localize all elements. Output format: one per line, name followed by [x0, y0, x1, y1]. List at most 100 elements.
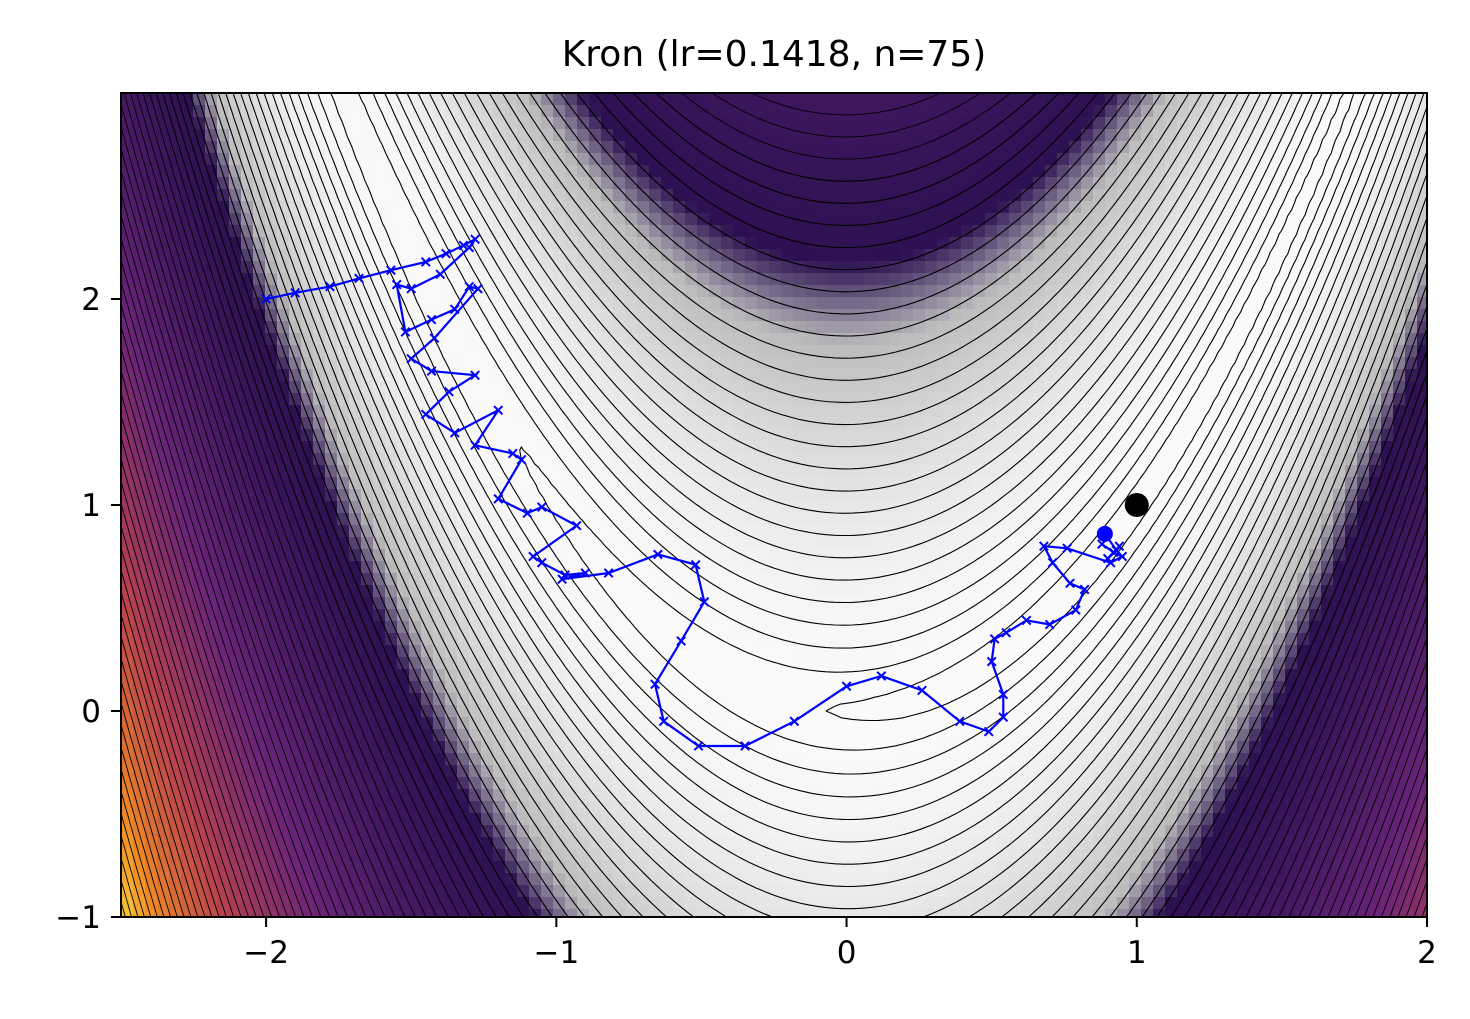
heatmap-cell [517, 417, 530, 430]
heatmap-cell [121, 441, 134, 454]
heatmap-cell [265, 681, 278, 694]
heatmap-cell [853, 93, 866, 106]
heatmap-cell [289, 729, 302, 742]
heatmap-cell [757, 681, 770, 694]
heatmap-cell [685, 813, 698, 826]
heatmap-cell [133, 669, 146, 682]
heatmap-cell [589, 129, 602, 142]
heatmap-cell [349, 621, 362, 634]
heatmap-cell [217, 501, 230, 514]
heatmap-cell [877, 753, 890, 766]
heatmap-cell [697, 153, 710, 166]
heatmap-cell [829, 825, 842, 838]
heatmap-cell [853, 789, 866, 802]
heatmap-cell [709, 621, 722, 634]
heatmap-cell [277, 813, 290, 826]
heatmap-cell [469, 105, 482, 118]
heatmap-cell [445, 177, 458, 190]
heatmap-cell [757, 429, 770, 442]
heatmap-cell [265, 357, 278, 370]
heatmap-cell [289, 513, 302, 526]
heatmap-cell [445, 453, 458, 466]
heatmap-cell [673, 189, 686, 202]
heatmap-cell [901, 573, 914, 586]
heatmap-cell [577, 693, 590, 706]
heatmap-cell [157, 861, 170, 874]
heatmap-cell [361, 261, 374, 274]
heatmap-cell [841, 273, 854, 286]
heatmap-cell [949, 657, 962, 670]
heatmap-cell [853, 537, 866, 550]
heatmap-cell [841, 669, 854, 682]
heatmap-cell [481, 357, 494, 370]
heatmap-cell [145, 465, 158, 478]
heatmap-cell [601, 789, 614, 802]
heatmap-cell [841, 561, 854, 574]
heatmap-cell [469, 345, 482, 358]
heatmap-cell [757, 501, 770, 514]
heatmap-cell [457, 765, 470, 778]
heatmap-cell [313, 789, 326, 802]
heatmap-cell [409, 249, 422, 262]
heatmap-cell [709, 405, 722, 418]
heatmap-cell [481, 897, 494, 910]
heatmap-cell [709, 597, 722, 610]
heatmap-cell [553, 93, 566, 106]
heatmap-cell [877, 405, 890, 418]
heatmap-cell [697, 669, 710, 682]
heatmap-cell [349, 657, 362, 670]
heatmap-cell [349, 285, 362, 298]
heatmap-cell [913, 705, 926, 718]
heatmap-cell [529, 333, 542, 346]
heatmap-cell [493, 717, 506, 730]
heatmap-cell [121, 381, 134, 394]
heatmap-cell [949, 93, 962, 106]
heatmap-cell [469, 501, 482, 514]
heatmap-cell [589, 273, 602, 286]
heatmap-cell [589, 453, 602, 466]
heatmap-cell [805, 429, 818, 442]
heatmap-cell [649, 597, 662, 610]
heatmap-cell [913, 189, 926, 202]
heatmap-cell [541, 465, 554, 478]
heatmap-cell [745, 885, 758, 898]
heatmap-cell [817, 165, 830, 178]
heatmap-cell [385, 909, 398, 917]
heatmap-cell [265, 213, 278, 226]
heatmap-cell [601, 249, 614, 262]
heatmap-cell [877, 621, 890, 634]
heatmap-cell [709, 609, 722, 622]
heatmap-cell [769, 897, 782, 910]
heatmap-cell [625, 201, 638, 214]
heatmap-cell [805, 513, 818, 526]
heatmap-cell [133, 129, 146, 142]
heatmap-cell [637, 273, 650, 286]
heatmap-cell [685, 765, 698, 778]
heatmap-cell [901, 465, 914, 478]
heatmap-cell [865, 537, 878, 550]
heatmap-cell [985, 105, 998, 118]
heatmap-cell [145, 357, 158, 370]
heatmap-cell [817, 189, 830, 202]
heatmap-cell [385, 93, 398, 106]
heatmap-cell [589, 117, 602, 130]
heatmap-cell [601, 153, 614, 166]
heatmap-cell [373, 477, 386, 490]
heatmap-cell [397, 189, 410, 202]
heatmap-cell [457, 849, 470, 862]
heatmap-cell [421, 609, 434, 622]
heatmap-cell [709, 321, 722, 334]
heatmap-cell [313, 705, 326, 718]
heatmap-cell [289, 273, 302, 286]
heatmap-cell [157, 897, 170, 910]
heatmap-cell [313, 213, 326, 226]
heatmap-cell [397, 441, 410, 454]
heatmap-cell [229, 501, 242, 514]
heatmap-cell [121, 477, 134, 490]
heatmap-cell [217, 309, 230, 322]
heatmap-cell [337, 909, 350, 917]
heatmap-cell [805, 693, 818, 706]
heatmap-cell [397, 705, 410, 718]
heatmap-cell [805, 201, 818, 214]
heatmap-cell [829, 213, 842, 226]
